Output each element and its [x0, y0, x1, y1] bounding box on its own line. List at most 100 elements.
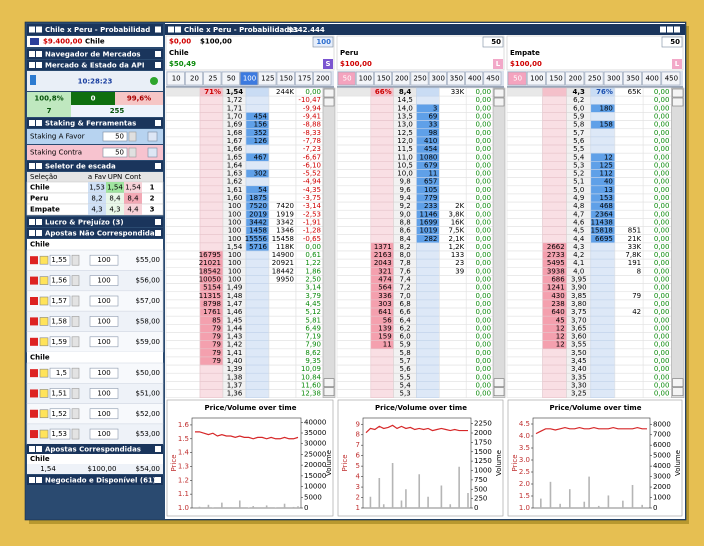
input[interactable]: [49, 367, 71, 379]
close-button[interactable]: [155, 230, 161, 236]
stake-button[interactable]: [642, 71, 662, 86]
stake-button[interactable]: [661, 71, 681, 86]
input[interactable]: [49, 275, 71, 286]
input[interactable]: [312, 36, 334, 48]
stake-button[interactable]: [166, 71, 185, 86]
input[interactable]: [49, 336, 71, 348]
scroll-button[interactable]: [323, 88, 335, 98]
scroll-button[interactable]: [493, 88, 505, 98]
spinner[interactable]: [71, 367, 80, 379]
stake-button[interactable]: [374, 71, 392, 86]
close-button[interactable]: [155, 446, 161, 452]
stake-button[interactable]: [465, 71, 484, 86]
scroll-button[interactable]: [323, 97, 335, 107]
section-bar[interactable]: [27, 475, 163, 485]
stake-button[interactable]: [447, 71, 465, 86]
spinner[interactable]: [71, 388, 80, 399]
spinner[interactable]: [71, 275, 80, 286]
input[interactable]: [89, 254, 119, 266]
spinner[interactable]: [71, 408, 80, 420]
cancel-button[interactable]: [30, 317, 38, 326]
button[interactable]: [147, 131, 158, 142]
input[interactable]: [89, 336, 119, 348]
window-button[interactable]: [660, 26, 666, 33]
close-button[interactable]: [155, 477, 161, 483]
scrollbar[interactable]: [492, 87, 506, 399]
stake-button[interactable]: [240, 71, 258, 86]
stake-button[interactable]: [203, 71, 222, 86]
scroll-button[interactable]: [672, 387, 684, 397]
scroll-button[interactable]: [672, 378, 684, 388]
checkbox[interactable]: [39, 296, 49, 306]
spinner[interactable]: [71, 336, 80, 348]
window-button[interactable]: [667, 26, 673, 33]
stake-button[interactable]: [410, 71, 429, 86]
stake-button[interactable]: [392, 71, 411, 86]
input[interactable]: [89, 367, 119, 379]
stake-button[interactable]: [185, 71, 203, 86]
cancel-button[interactable]: [30, 369, 38, 378]
section-bar[interactable]: [27, 228, 163, 238]
input[interactable]: [89, 295, 119, 307]
stake-button[interactable]: [507, 71, 527, 86]
checkbox[interactable]: [39, 337, 49, 347]
input[interactable]: [49, 316, 71, 327]
stake-button[interactable]: [295, 71, 313, 86]
spinner[interactable]: [128, 131, 137, 142]
input[interactable]: [49, 428, 71, 440]
side-button[interactable]: [323, 59, 333, 69]
input[interactable]: [49, 254, 71, 266]
cancel-button[interactable]: [30, 297, 38, 305]
scroll-button[interactable]: [493, 97, 505, 107]
spinner[interactable]: [128, 147, 137, 158]
section-bar[interactable]: [27, 161, 163, 171]
cancel-button[interactable]: [30, 409, 38, 418]
side-button[interactable]: [672, 59, 682, 69]
stake-button[interactable]: [603, 71, 623, 86]
input[interactable]: [102, 147, 128, 158]
spinner[interactable]: [71, 254, 80, 266]
stake-button[interactable]: [546, 71, 565, 86]
checkbox[interactable]: [39, 429, 49, 439]
scrollbar[interactable]: [671, 87, 685, 399]
input[interactable]: [89, 388, 119, 399]
close-button[interactable]: [155, 26, 161, 33]
input[interactable]: [49, 388, 71, 399]
input[interactable]: [102, 131, 128, 142]
stake-button[interactable]: [258, 71, 277, 86]
close-button[interactable]: [155, 62, 161, 68]
scrollbar[interactable]: [322, 87, 336, 399]
cancel-button[interactable]: [30, 430, 38, 439]
stake-button[interactable]: [221, 71, 240, 86]
close-button[interactable]: [155, 163, 161, 169]
close-button[interactable]: [155, 51, 161, 57]
stake-button[interactable]: [313, 71, 332, 86]
cancel-button[interactable]: [30, 256, 38, 265]
section-bar[interactable]: [27, 217, 163, 227]
cancel-button[interactable]: [30, 276, 38, 285]
input[interactable]: [89, 316, 119, 327]
input[interactable]: [49, 295, 71, 307]
stake-button[interactable]: [483, 71, 502, 86]
input[interactable]: [89, 408, 119, 420]
input[interactable]: [661, 36, 683, 48]
close-button[interactable]: [155, 120, 161, 126]
stake-button[interactable]: [337, 71, 356, 86]
spinner[interactable]: [71, 316, 80, 327]
spinner[interactable]: [71, 428, 80, 440]
stake-button[interactable]: [355, 71, 374, 86]
section-bar[interactable]: [27, 60, 163, 70]
close-button[interactable]: [155, 219, 161, 225]
section-bar[interactable]: [27, 118, 163, 128]
window-button[interactable]: [674, 26, 680, 33]
cancel-button[interactable]: [30, 389, 38, 398]
input[interactable]: [89, 428, 119, 440]
scroll-button[interactable]: [323, 378, 335, 388]
checkbox[interactable]: [39, 409, 49, 419]
cancel-button[interactable]: [30, 337, 38, 346]
scroll-button[interactable]: [672, 88, 684, 98]
input[interactable]: [89, 275, 119, 286]
stake-button[interactable]: [526, 71, 546, 86]
spinner[interactable]: [71, 295, 80, 307]
checkbox[interactable]: [39, 317, 49, 326]
